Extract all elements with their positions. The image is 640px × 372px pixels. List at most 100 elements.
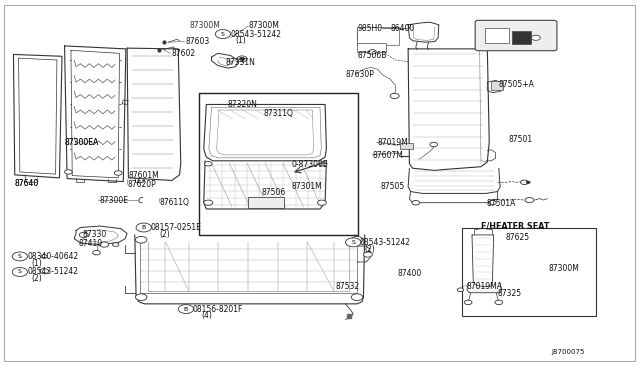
Circle shape xyxy=(115,171,122,175)
Bar xyxy=(491,81,502,90)
Text: 87320N: 87320N xyxy=(227,100,257,109)
Bar xyxy=(357,28,399,45)
Text: 87300M: 87300M xyxy=(548,264,579,273)
Text: S: S xyxy=(18,269,22,275)
Circle shape xyxy=(430,142,438,147)
Text: 08543-51242: 08543-51242 xyxy=(360,238,411,247)
Text: 87630P: 87630P xyxy=(346,70,374,79)
Bar xyxy=(462,228,596,317)
Circle shape xyxy=(136,223,152,232)
Circle shape xyxy=(369,49,376,54)
Text: 08543-51242: 08543-51242 xyxy=(28,267,79,276)
Text: 87640: 87640 xyxy=(15,179,39,187)
Text: 87300EA: 87300EA xyxy=(65,138,99,147)
Text: 08340-40642: 08340-40642 xyxy=(28,252,79,261)
Circle shape xyxy=(526,181,530,183)
Text: 87330: 87330 xyxy=(83,230,107,240)
Text: 87501: 87501 xyxy=(508,135,532,144)
Text: 08156-8201F: 08156-8201F xyxy=(192,305,243,314)
Circle shape xyxy=(136,294,147,301)
Circle shape xyxy=(364,252,372,257)
Text: (1): (1) xyxy=(236,36,246,45)
Text: 87532: 87532 xyxy=(336,282,360,291)
Bar xyxy=(198,93,358,235)
Text: S: S xyxy=(351,240,355,245)
Circle shape xyxy=(12,267,28,276)
Text: J8700075: J8700075 xyxy=(551,349,584,355)
Circle shape xyxy=(79,232,88,237)
Circle shape xyxy=(204,200,212,205)
Circle shape xyxy=(317,200,326,205)
Text: 87331N: 87331N xyxy=(225,58,255,67)
Text: 87620P: 87620P xyxy=(127,180,156,189)
Text: 87019MA: 87019MA xyxy=(467,282,503,291)
Circle shape xyxy=(390,93,399,99)
Circle shape xyxy=(351,236,363,243)
Circle shape xyxy=(138,179,145,182)
Text: 87325: 87325 xyxy=(497,289,522,298)
Circle shape xyxy=(319,161,327,166)
Text: (1): (1) xyxy=(31,259,42,267)
Text: 0-87300E: 0-87300E xyxy=(291,160,328,169)
Text: 87505+A: 87505+A xyxy=(499,80,534,89)
Circle shape xyxy=(525,198,534,203)
Circle shape xyxy=(100,242,109,247)
Text: 08157-0251E: 08157-0251E xyxy=(151,223,202,232)
Text: 87301M: 87301M xyxy=(291,182,322,191)
Bar xyxy=(484,28,509,43)
Text: c: c xyxy=(137,195,143,205)
Text: 87611Q: 87611Q xyxy=(159,198,189,207)
Text: 87601M: 87601M xyxy=(129,171,159,180)
Text: 87300M: 87300M xyxy=(248,22,279,31)
Text: 87602: 87602 xyxy=(172,49,196,58)
Text: 87300E: 87300E xyxy=(100,196,129,205)
Circle shape xyxy=(41,254,47,258)
Bar xyxy=(511,32,531,44)
Circle shape xyxy=(40,269,49,274)
Circle shape xyxy=(93,250,100,255)
Bar xyxy=(248,197,284,208)
Circle shape xyxy=(113,243,119,246)
Text: 985H0: 985H0 xyxy=(357,24,382,33)
Circle shape xyxy=(520,180,528,185)
Text: 86400: 86400 xyxy=(390,24,415,33)
Circle shape xyxy=(412,201,420,205)
Text: 87640: 87640 xyxy=(15,179,39,187)
Circle shape xyxy=(136,236,147,243)
Text: 87506B: 87506B xyxy=(357,51,387,60)
Circle shape xyxy=(237,56,247,62)
Circle shape xyxy=(458,288,464,292)
Text: B: B xyxy=(141,225,146,230)
Text: 08543-51242: 08543-51242 xyxy=(230,29,282,39)
Circle shape xyxy=(346,238,361,247)
Text: 87019M: 87019M xyxy=(378,138,408,147)
Circle shape xyxy=(488,201,496,205)
Circle shape xyxy=(351,294,363,301)
Text: (2): (2) xyxy=(31,274,42,283)
Circle shape xyxy=(65,170,72,174)
Text: F/HEATER SEAT: F/HEATER SEAT xyxy=(481,221,549,231)
Text: (4): (4) xyxy=(202,311,212,320)
Text: S: S xyxy=(221,32,225,36)
Text: S: S xyxy=(18,254,22,259)
Circle shape xyxy=(204,161,212,166)
Text: 87501A: 87501A xyxy=(486,199,515,208)
Circle shape xyxy=(495,300,502,305)
Text: 87410: 87410 xyxy=(79,239,103,248)
Circle shape xyxy=(215,30,230,38)
Text: 87603: 87603 xyxy=(186,37,210,46)
Text: 87400: 87400 xyxy=(398,269,422,278)
Circle shape xyxy=(465,300,472,305)
Circle shape xyxy=(178,305,193,314)
Text: 87607M: 87607M xyxy=(372,151,403,160)
Circle shape xyxy=(12,252,28,261)
Text: 87300EA: 87300EA xyxy=(65,138,99,147)
Bar xyxy=(400,143,413,149)
Text: 87625: 87625 xyxy=(505,232,529,242)
Text: (2): (2) xyxy=(159,230,170,239)
FancyBboxPatch shape xyxy=(475,20,557,51)
Circle shape xyxy=(531,35,540,40)
Text: 87311Q: 87311Q xyxy=(264,109,294,118)
Text: (2): (2) xyxy=(365,244,376,253)
Text: 87505: 87505 xyxy=(381,182,405,191)
